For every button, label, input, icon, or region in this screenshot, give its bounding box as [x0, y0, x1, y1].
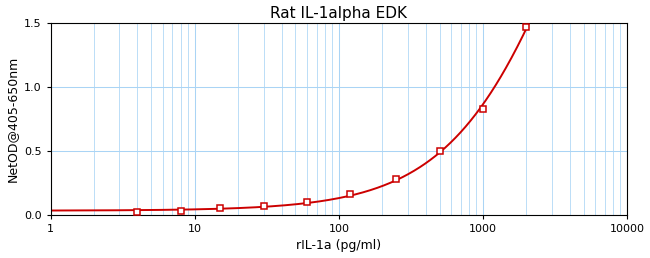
Y-axis label: NetOD@405-650nm: NetOD@405-650nm: [6, 56, 19, 182]
X-axis label: rIL-1a (pg/ml): rIL-1a (pg/ml): [296, 239, 382, 252]
Title: Rat IL-1alpha EDK: Rat IL-1alpha EDK: [270, 6, 408, 21]
